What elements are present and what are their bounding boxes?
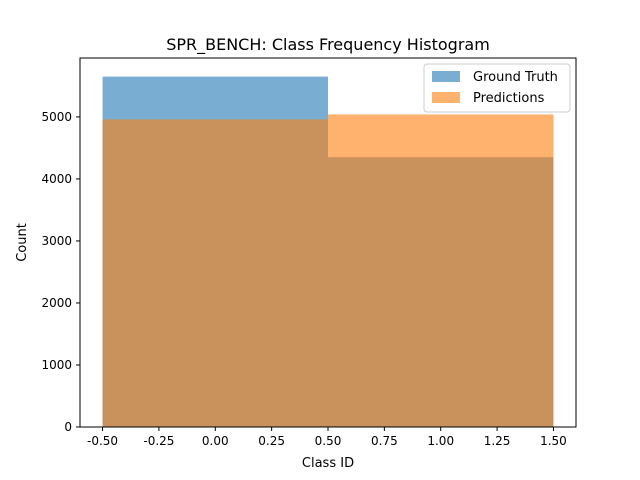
x-tick-label: 0.50 bbox=[315, 434, 342, 448]
legend-entry-label: Ground Truth bbox=[473, 70, 558, 85]
legend-box bbox=[423, 63, 571, 113]
bar-predictions-bin-0 bbox=[102, 119, 328, 427]
chart-title: SPR_BENCH: Class Frequency Histogram bbox=[166, 35, 490, 55]
x-tick-label: 0.75 bbox=[371, 434, 398, 448]
y-tick-label: 4000 bbox=[41, 172, 72, 186]
x-tick-label: 1.25 bbox=[484, 434, 511, 448]
y-tick-label: 0 bbox=[64, 420, 72, 434]
x-tick-label: 0.00 bbox=[202, 434, 229, 448]
y-axis-ticks: 0 1000 2000 3000 4000 5000 bbox=[41, 110, 80, 434]
x-tick-label: 1.50 bbox=[540, 434, 567, 448]
y-tick-label: 1000 bbox=[41, 358, 72, 372]
y-tick-label: 5000 bbox=[41, 110, 72, 124]
x-tick-label: 1.00 bbox=[427, 434, 454, 448]
legend-swatch bbox=[432, 71, 460, 82]
x-tick-label: -0.25 bbox=[143, 434, 174, 448]
y-axis-label: Count bbox=[15, 223, 30, 262]
bar-predictions-bin-1 bbox=[328, 114, 554, 427]
x-tick-label: -0.50 bbox=[87, 434, 118, 448]
bars-layer bbox=[102, 76, 554, 427]
y-tick-label: 3000 bbox=[41, 234, 72, 248]
x-tick-label: 0.25 bbox=[258, 434, 285, 448]
y-tick-label: 2000 bbox=[41, 296, 72, 310]
legend-entry-label: Predictions bbox=[473, 91, 545, 106]
legend-swatch bbox=[432, 92, 460, 103]
x-axis-label: Class ID bbox=[302, 456, 354, 471]
x-axis-ticks: -0.50 -0.25 0.00 0.25 0.50 0.75 1.00 1.25 1.50 bbox=[87, 427, 567, 448]
legend: Ground Truth Predictions bbox=[423, 63, 571, 113]
